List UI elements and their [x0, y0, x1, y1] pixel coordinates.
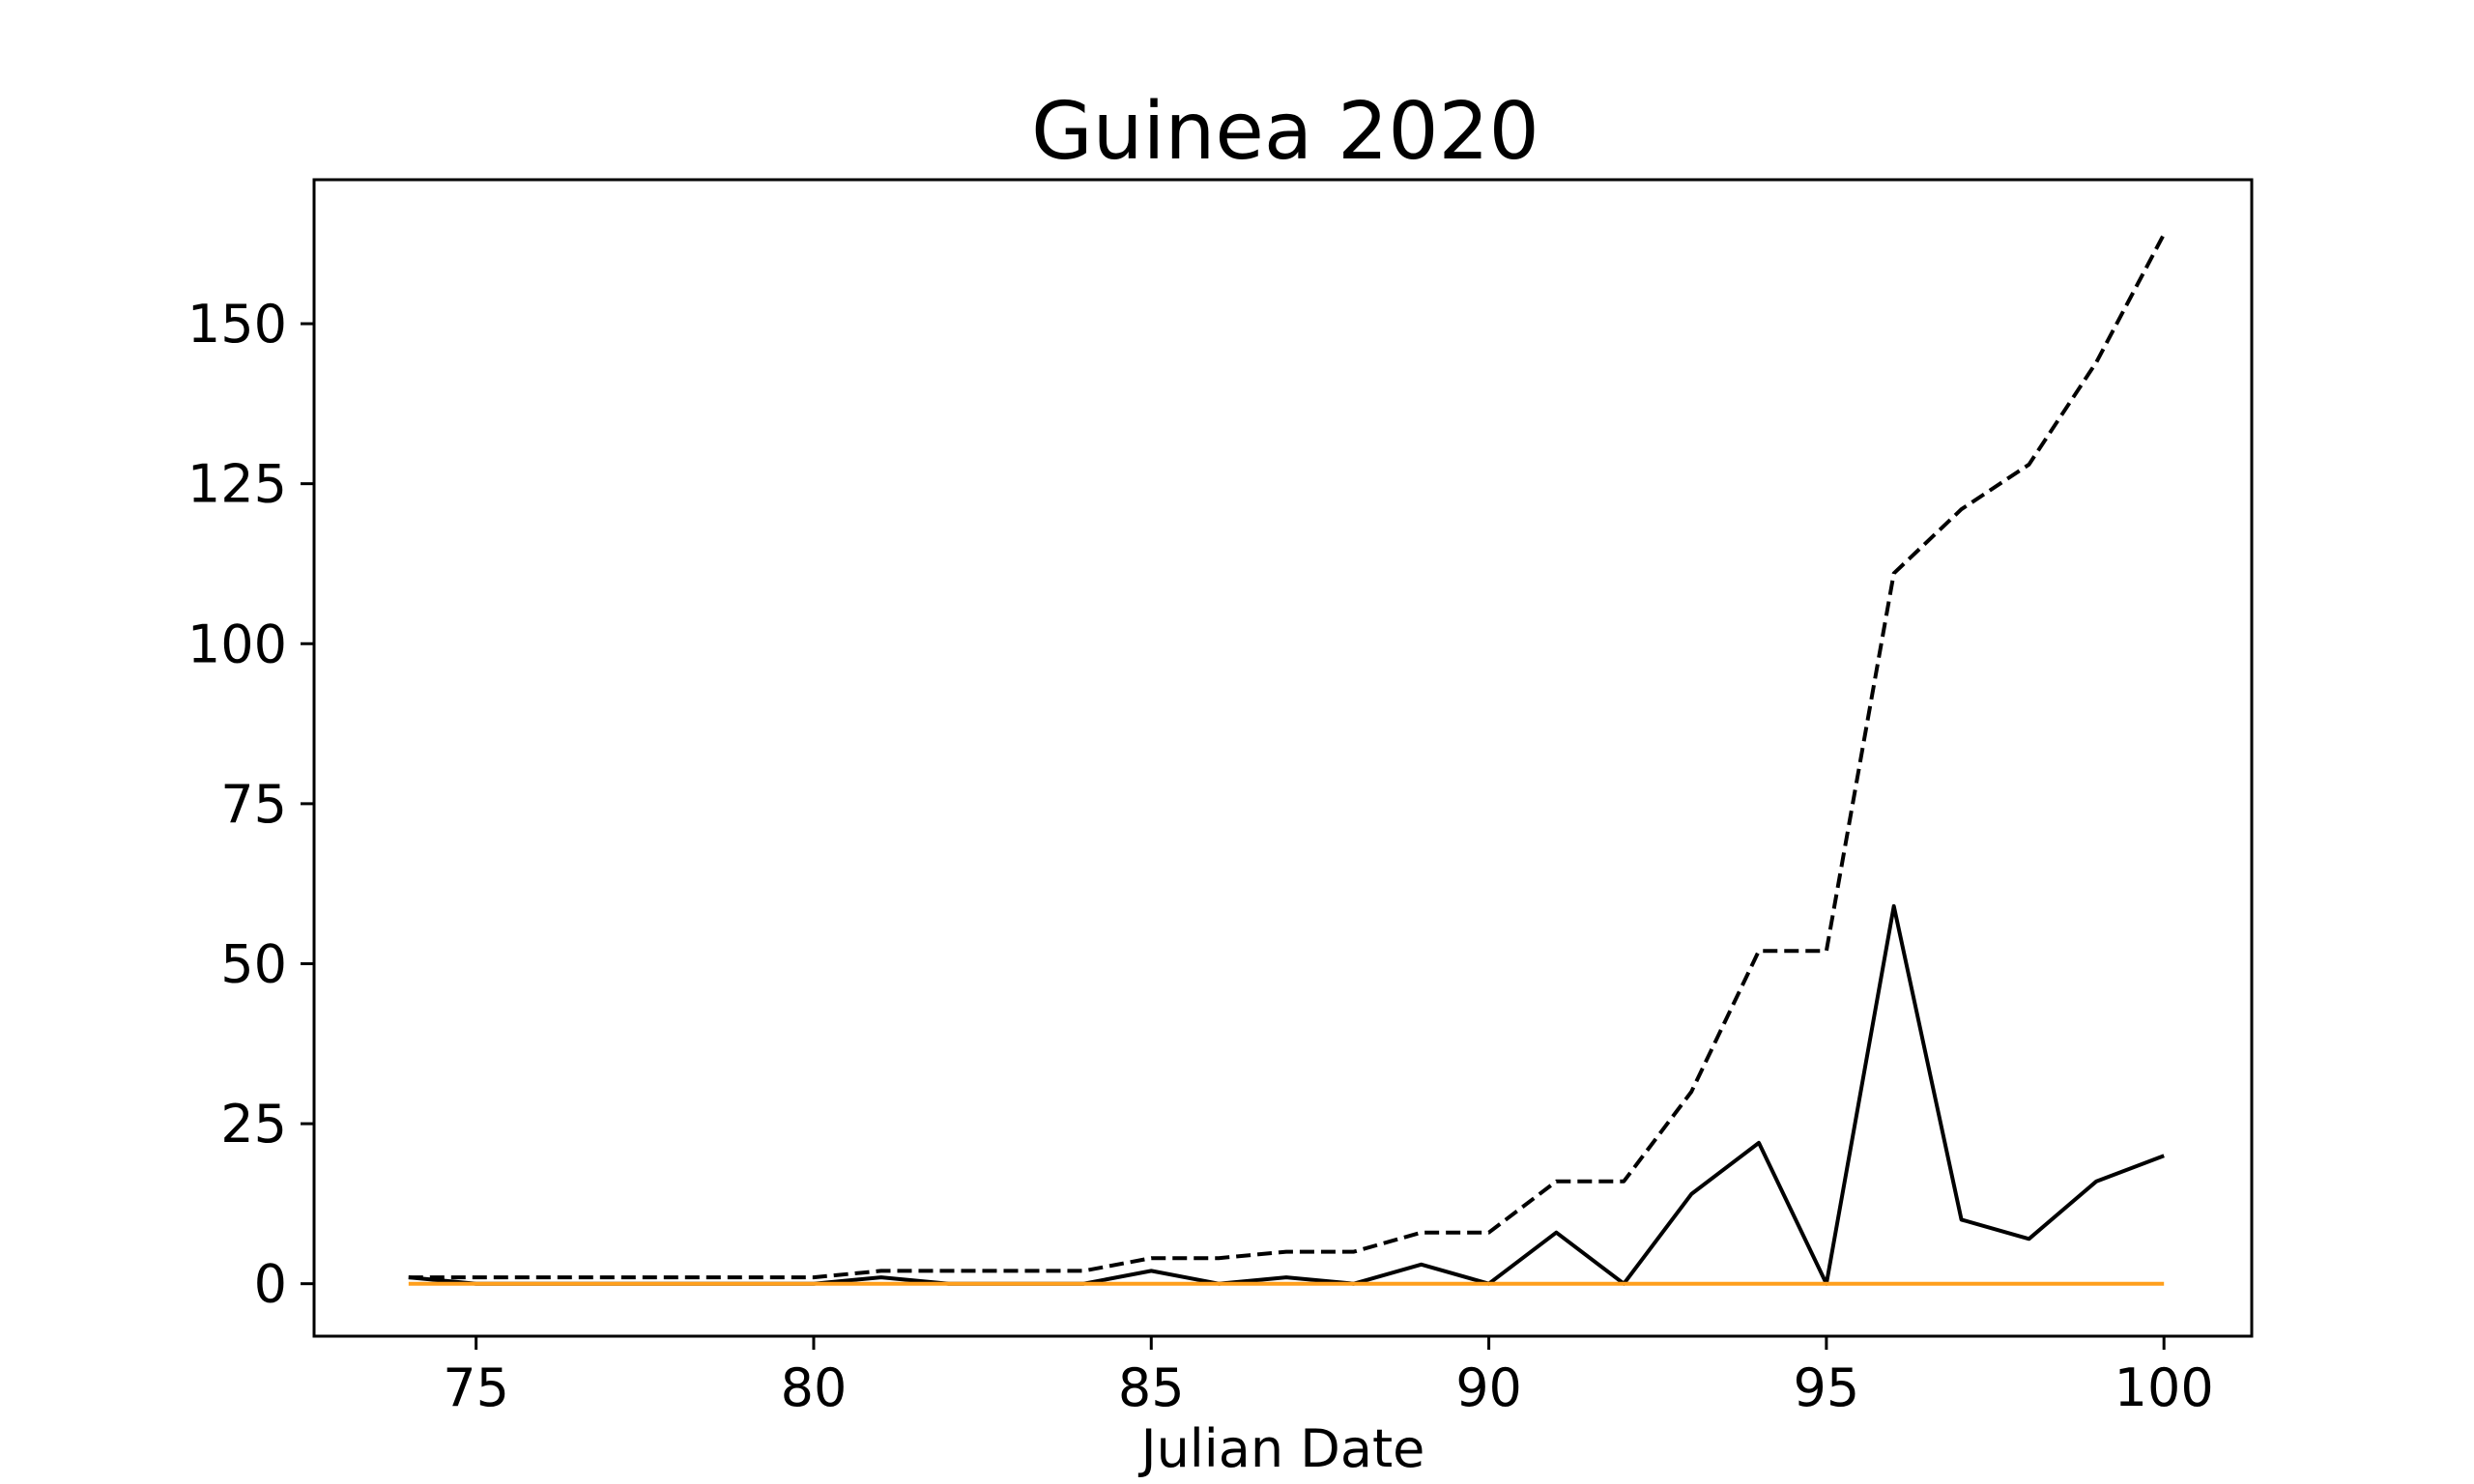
y-tick-label-25: 25 [220, 1094, 287, 1155]
series-solid-line [408, 903, 2165, 1286]
x-tick-label-100: 100 [2114, 1357, 2214, 1418]
x-tick-label-85: 85 [1118, 1357, 1185, 1418]
x-axis: 75 80 85 90 95 100 [443, 1336, 2214, 1418]
x-tick-label-95: 95 [1794, 1357, 1860, 1418]
y-tick-label-50: 50 [220, 933, 287, 994]
chart-title: Guinea 2020 [1031, 86, 1539, 178]
y-tick-label-150: 150 [187, 294, 287, 355]
y-tick-label-125: 125 [187, 454, 287, 515]
y-tick-label-0: 0 [254, 1254, 287, 1315]
y-axis: 0 25 50 75 100 125 150 [187, 294, 314, 1315]
x-axis-label: Julian Date [1138, 1418, 1425, 1479]
x-tick-label-80: 80 [781, 1357, 848, 1418]
x-tick-label-90: 90 [1455, 1357, 1522, 1418]
y-tick-label-100: 100 [187, 614, 287, 674]
x-tick-label-75: 75 [443, 1357, 509, 1418]
y-tick-label-75: 75 [220, 774, 287, 835]
series-dashed-line [408, 233, 2166, 1280]
plot-area [408, 233, 2166, 1286]
plot-frame [312, 178, 2254, 1338]
